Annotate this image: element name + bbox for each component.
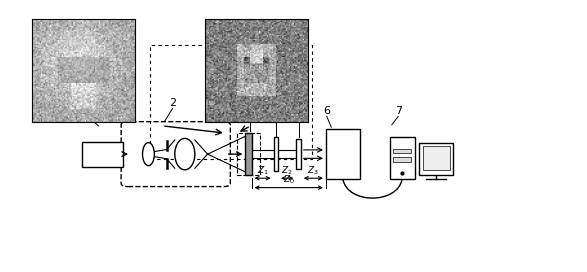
Bar [326,129,360,179]
Bar [245,133,252,175]
Bar [423,146,450,170]
Text: $Z_3$: $Z_3$ [308,164,319,177]
Bar [82,141,123,167]
Bar [274,137,278,171]
Text: 5: 5 [295,98,302,109]
Bar [390,137,414,179]
Bar [393,157,411,162]
Bar [419,143,453,175]
Ellipse shape [143,143,154,166]
Ellipse shape [175,138,195,170]
Text: $Z_0$: $Z_0$ [283,174,295,186]
Bar [237,133,260,175]
Text: 4: 4 [272,98,279,109]
Text: $Z_2$: $Z_2$ [281,164,293,177]
Text: 7: 7 [394,106,402,116]
Text: 2: 2 [169,98,176,109]
Bar [296,140,301,169]
Text: 6: 6 [323,106,330,116]
Text: 3: 3 [247,98,254,109]
Text: 1: 1 [88,110,95,120]
Text: $Z_1$: $Z_1$ [257,164,269,177]
Bar [393,149,411,153]
